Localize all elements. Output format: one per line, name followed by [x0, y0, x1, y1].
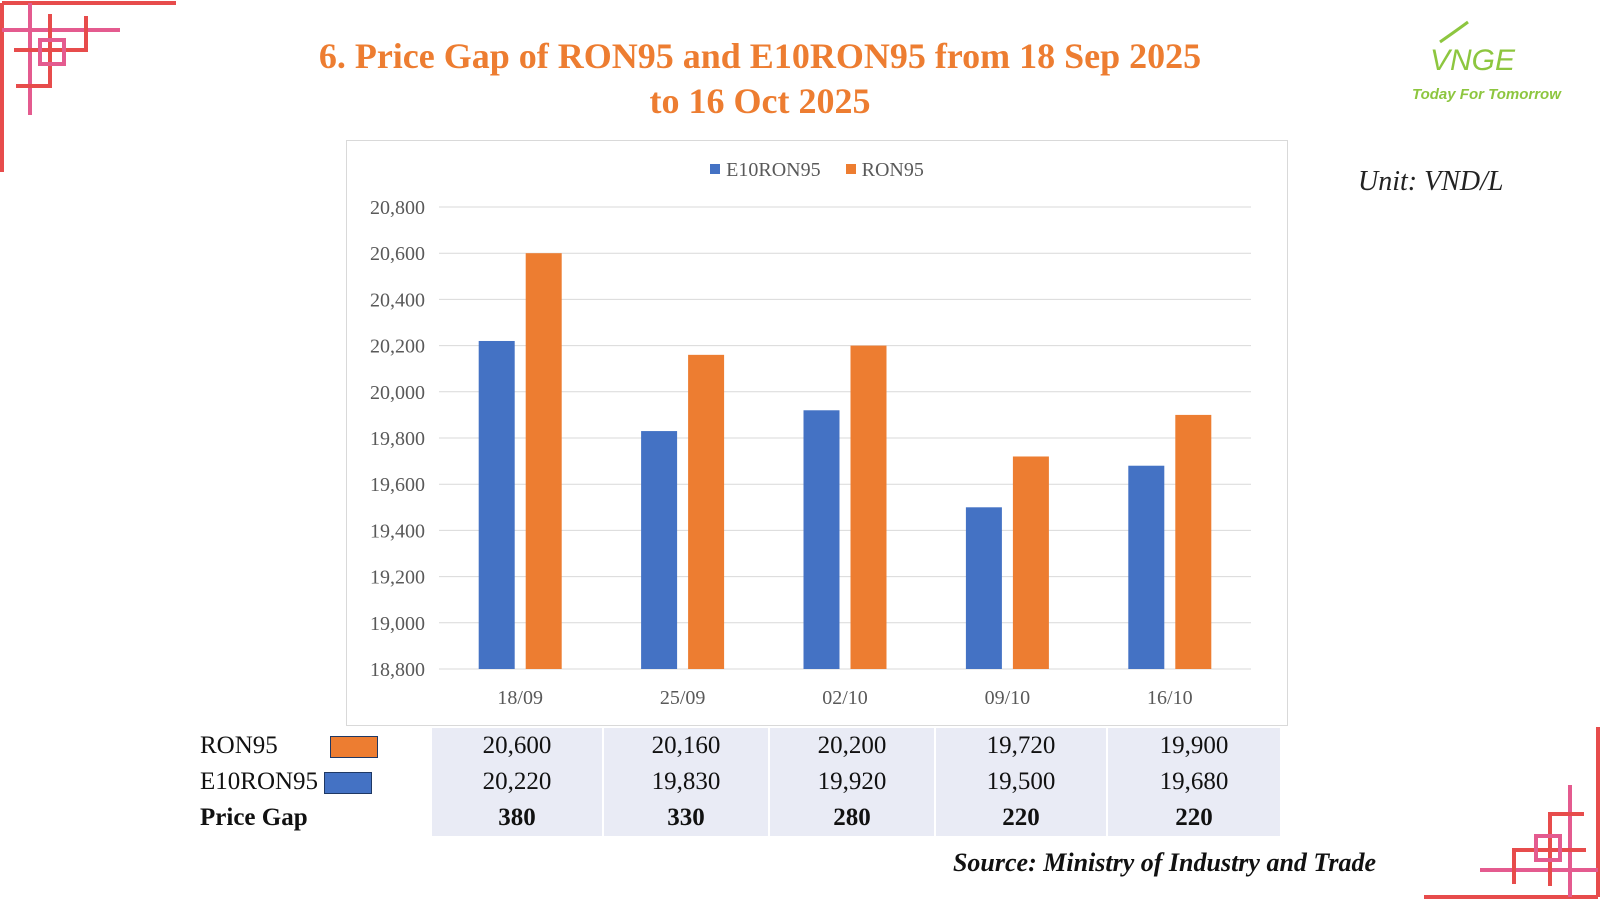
- page-title-line-2: to 16 Oct 2025: [649, 81, 871, 121]
- y-tick-label: 19,400: [370, 520, 425, 542]
- y-tick-label: 20,200: [370, 336, 425, 358]
- table-cell: 20,600: [430, 728, 603, 764]
- page-title-line-1: 6. Price Gap of RON95 and E10RON95 from …: [318, 36, 1202, 76]
- y-tick-label: 19,600: [370, 474, 425, 496]
- bar-chart-plot: 20,800 20,600 20,400 20,200 20,000 19,800 19,6…: [370, 197, 1251, 709]
- bar-ron95-18-09: [525, 253, 562, 669]
- table-cell: 20,160: [602, 728, 769, 764]
- ron95-color-key: [329, 736, 378, 759]
- table-cell: 19,500: [934, 764, 1107, 800]
- legend-item-e10ron95: E10RON95: [710, 159, 821, 182]
- source-note: Source: Ministry of Industry and Trade: [952, 848, 1376, 877]
- table-row-ron95: RON95 20,600 20,160 20,200 19,720 19,900: [200, 728, 1280, 764]
- x-tick-label: 02/10: [822, 687, 868, 709]
- row-label-e10ron95: E10RON95: [200, 764, 431, 800]
- bar-ron95-16-10: [1175, 414, 1212, 669]
- x-tick-label: 25/09: [660, 687, 706, 709]
- table-cell: 19,720: [934, 728, 1107, 764]
- corner-ornament-bottom-right: [1424, 727, 1600, 899]
- corner-ornament-top-left: [0, 1, 176, 172]
- logo-tagline: Today For Tomorrow: [1412, 86, 1562, 103]
- row-label-ron95: RON95: [200, 728, 431, 764]
- unit-label: Unit: VND/L: [1358, 166, 1504, 197]
- vnge-logo: VNGE Today For Tomorrow: [1412, 20, 1562, 103]
- table-cell: 220: [934, 800, 1107, 836]
- y-tick-label: 18,800: [370, 659, 425, 681]
- y-tick-label: 19,000: [370, 613, 425, 635]
- table-cell: 20,220: [430, 764, 603, 800]
- legend-item-ron95: RON95: [845, 159, 924, 182]
- bar-ron95-09-10: [1012, 456, 1049, 669]
- y-tick-label: 20,800: [370, 197, 425, 219]
- logo-brand: VNGE: [1430, 44, 1516, 77]
- table-cell: 380: [430, 800, 603, 836]
- table-row-e10ron95: E10RON95 20,220 19,830 19,920 19,500 19,…: [200, 764, 1280, 800]
- row-label-price-gap: Price Gap: [200, 800, 431, 836]
- legend-label-e10ron95: E10RON95: [726, 159, 821, 181]
- y-tick-label: 19,800: [370, 428, 425, 450]
- y-tick-label: 19,200: [370, 567, 425, 589]
- table-row-price-gap: Price Gap 380 330 280 220 220: [200, 800, 1280, 836]
- table-cell: 19,680: [1106, 764, 1280, 800]
- legend-swatch-ron95: [845, 164, 856, 175]
- x-tick-label: 09/10: [985, 687, 1031, 709]
- y-tick-label: 20,000: [370, 382, 425, 404]
- legend-swatch-e10ron95: [710, 164, 721, 175]
- table-cell: 19,900: [1106, 728, 1280, 764]
- e10ron95-color-key: [324, 772, 373, 795]
- y-tick-label: 20,400: [370, 289, 425, 311]
- table-cell: 20,200: [768, 728, 935, 764]
- chart-area: E10RON95 RON95 20,800 20,600 20,400 20,200 2…: [346, 140, 1288, 726]
- table-cell: 280: [768, 800, 935, 836]
- x-tick-label: 16/10: [1147, 687, 1193, 709]
- table-cell: 19,830: [602, 764, 769, 800]
- chart-legend: E10RON95 RON95: [347, 159, 1287, 182]
- page-title: 6. Price Gap of RON95 and E10RON95 from …: [230, 34, 1290, 124]
- bar-e10ron95-18-09: [478, 340, 515, 669]
- bar-e10ron95-09-10: [965, 507, 1002, 669]
- table-cell: 19,920: [768, 764, 935, 800]
- bar-e10ron95-16-10: [1128, 465, 1165, 669]
- table-cell: 330: [602, 800, 769, 836]
- x-tick-label: 18/09: [497, 687, 543, 709]
- bar-e10ron95-02-10: [803, 410, 840, 669]
- bar-ron95-02-10: [850, 345, 887, 669]
- legend-label-ron95: RON95: [861, 159, 924, 181]
- y-tick-label: 20,600: [370, 243, 425, 265]
- table-cell: 220: [1106, 800, 1280, 836]
- price-table: RON95 20,600 20,160 20,200 19,720 19,900…: [200, 728, 1280, 836]
- bar-ron95-25-09: [688, 354, 725, 669]
- bar-e10ron95-25-09: [641, 431, 678, 669]
